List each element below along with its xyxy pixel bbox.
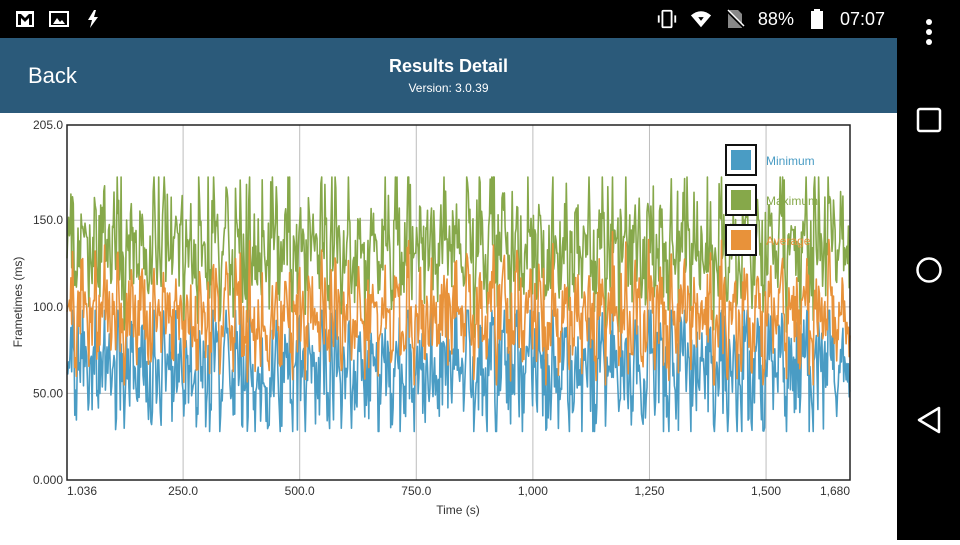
more-icon[interactable] <box>909 12 949 52</box>
legend-swatch-minimum <box>731 150 751 170</box>
x-tick-label: 1,250 <box>634 484 664 498</box>
x-tick-label: 750.0 <box>401 484 431 498</box>
x-tick-label: 500.0 <box>285 484 315 498</box>
y-axis-ticks: 0.000 50.00 100.0 150.0 205.0 <box>33 118 63 487</box>
battery-icon <box>806 8 828 30</box>
legend-swatch-average <box>731 230 751 250</box>
navigation-bar <box>897 0 960 540</box>
title-block: Results Detail Version: 3.0.39 <box>0 56 897 95</box>
recents-icon[interactable] <box>909 100 949 140</box>
status-bar: 88% 07:07 <box>0 0 897 38</box>
y-tick-label: 0.000 <box>33 473 63 487</box>
gmail-icon <box>14 8 36 30</box>
legend-swatch-maximum <box>731 190 751 210</box>
x-tick-label: 1,000 <box>518 484 548 498</box>
system-status: 88% 07:07 <box>656 0 885 38</box>
back-icon[interactable] <box>909 400 949 440</box>
x-tick-label: 250.0 <box>168 484 198 498</box>
y-tick-label: 50.00 <box>33 386 63 400</box>
x-tick-label: 1.036 <box>67 484 97 498</box>
flash-icon <box>82 8 104 30</box>
vibrate-icon <box>656 8 678 30</box>
frametime-chart: 0.000 50.00 100.0 150.0 205.0 1.036 250.0 500.… <box>0 113 897 540</box>
x-tick-label: 1,680 <box>820 484 850 498</box>
image-icon <box>48 8 70 30</box>
wifi-icon <box>690 8 712 30</box>
chart-legend: Minimum Maximum Average <box>726 145 818 255</box>
chart-svg: 0.000 50.00 100.0 150.0 205.0 1.036 250.0 500.… <box>0 113 897 540</box>
y-tick-label: 205.0 <box>33 118 63 132</box>
home-icon[interactable] <box>909 250 949 290</box>
version-label: Version: 3.0.39 <box>0 81 897 95</box>
battery-percent: 88% <box>758 9 794 30</box>
legend-label-maximum: Maximum <box>766 194 818 208</box>
x-tick-label: 1,500 <box>751 484 781 498</box>
y-tick-label: 100.0 <box>33 300 63 314</box>
y-tick-label: 150.0 <box>33 213 63 227</box>
no-sim-icon <box>724 8 746 30</box>
legend-label-minimum: Minimum <box>766 154 815 168</box>
page-title: Results Detail <box>0 56 897 77</box>
app-bar: Back Results Detail Version: 3.0.39 <box>0 38 897 113</box>
notification-icons <box>14 8 104 30</box>
x-axis-label: Time (s) <box>436 503 480 517</box>
x-axis-ticks: 1.036 250.0 500.0 750.0 1,000 1,250 1,500 1,680 <box>67 484 850 498</box>
legend-label-average: Average <box>766 234 811 248</box>
clock: 07:07 <box>840 9 885 30</box>
y-axis-label: Frametimes (ms) <box>11 257 25 348</box>
